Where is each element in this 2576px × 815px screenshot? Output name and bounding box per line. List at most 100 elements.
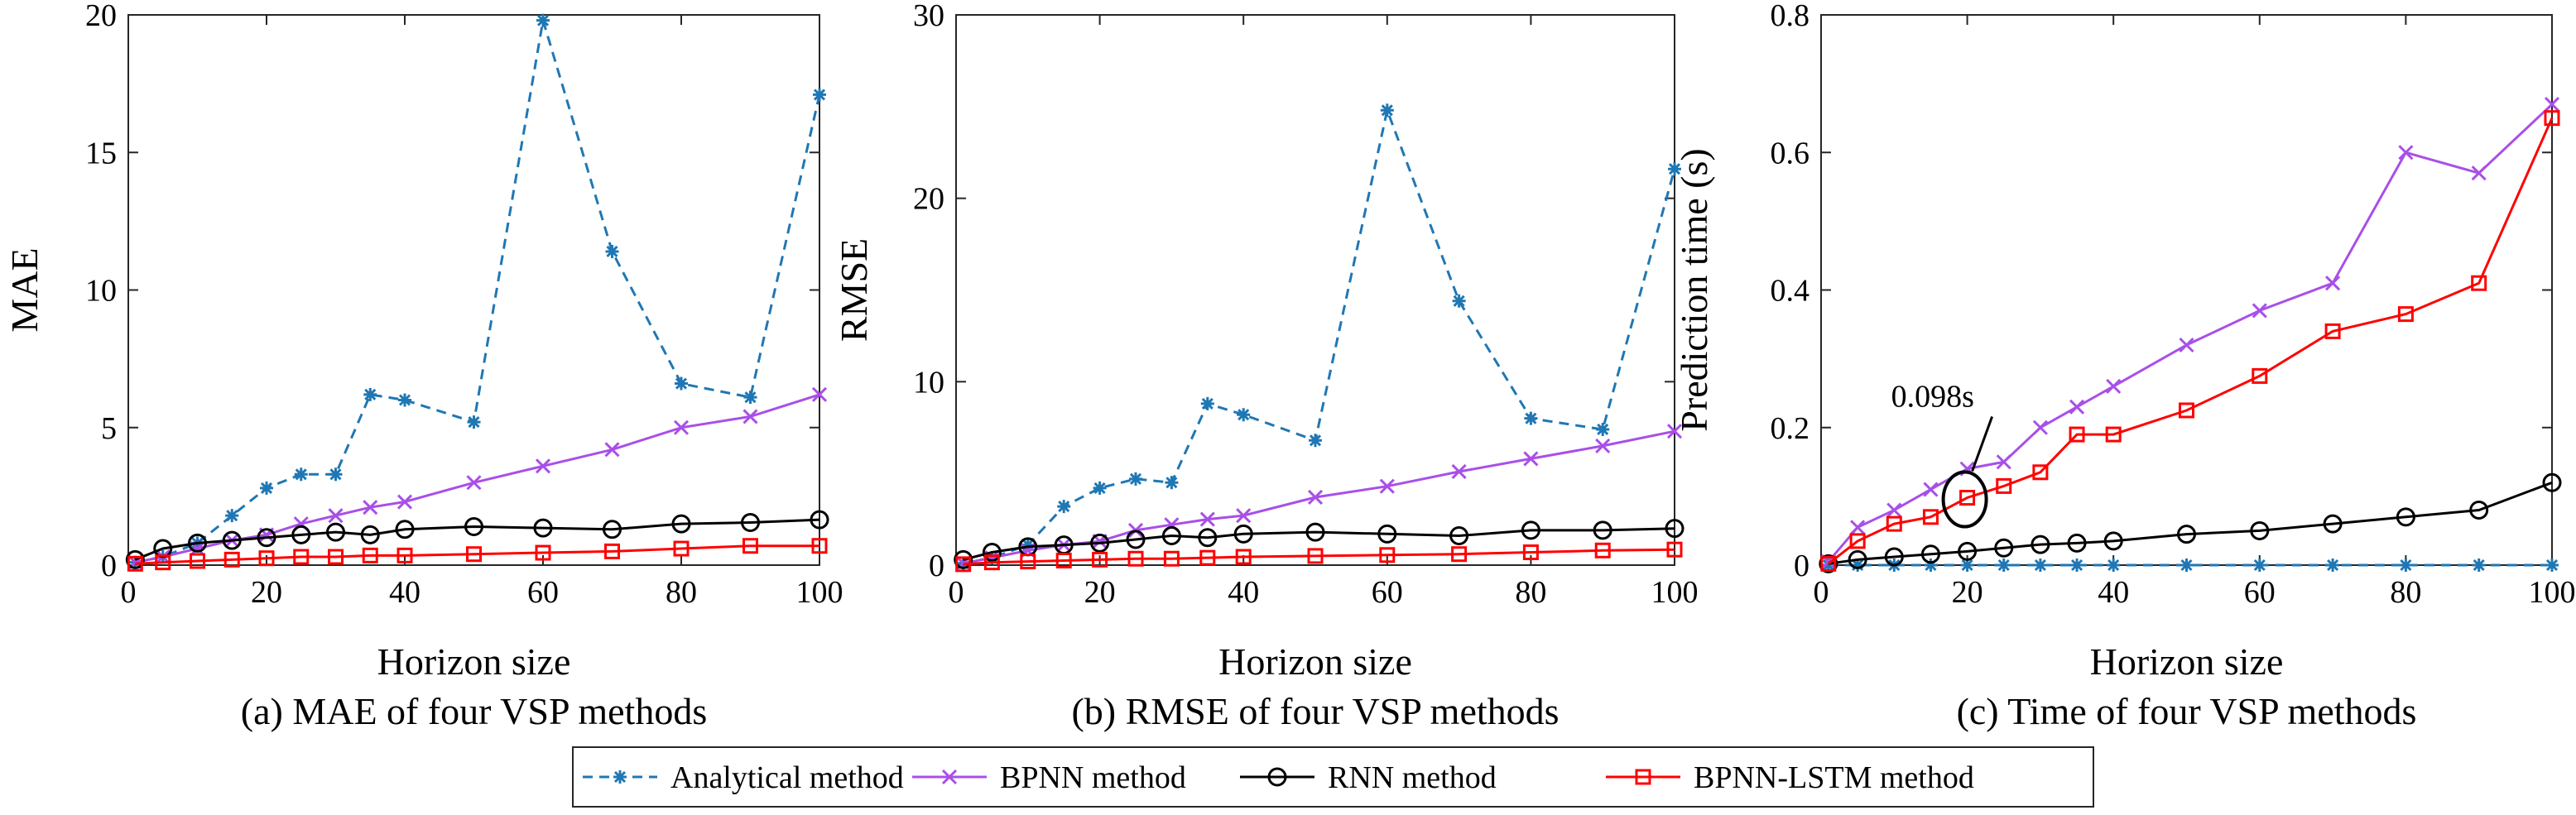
- time-series-0: [1821, 559, 2559, 572]
- time-data-point: [2545, 559, 2559, 572]
- time-x-tick-label: 60: [2244, 575, 2276, 610]
- mae-data-point: [294, 467, 308, 482]
- time-series-3: [1820, 110, 2560, 572]
- rmse-data-point: [1126, 530, 1146, 549]
- mae-data-point: [811, 386, 828, 402]
- time-data-point: [2070, 559, 2084, 572]
- time-data-point: [2107, 559, 2121, 572]
- legend-marker: [1267, 767, 1287, 787]
- rmse-data-point: [1596, 422, 1610, 436]
- rmse-data-point: [1666, 424, 1683, 439]
- legend-item-3: BPNN-LSTM method: [1606, 760, 1974, 795]
- rmse-data-point: [1020, 554, 1036, 570]
- time-data-point: [2542, 472, 2562, 492]
- time-data-point: [2031, 535, 2050, 554]
- time-data-point: [2252, 367, 2268, 384]
- time-data-point: [2544, 110, 2560, 127]
- rmse-data-point: [1200, 396, 1214, 410]
- rmse-data-point: [1451, 463, 1467, 480]
- time-data-point: [1924, 559, 1938, 572]
- time-data-point: [2325, 276, 2341, 291]
- mae-data-point: [395, 520, 415, 539]
- time-data-point: [2180, 559, 2194, 572]
- legend-label: BPNN-LSTM method: [1694, 760, 1974, 795]
- mae-data-point: [466, 475, 482, 491]
- rmse-data-point: [1522, 544, 1539, 560]
- mae-data-point: [675, 376, 688, 391]
- time-data-point: [2398, 145, 2414, 161]
- mae-x-tick-label: 100: [796, 575, 843, 610]
- mae-series-3: [127, 538, 828, 572]
- time-data-point: [2177, 525, 2196, 544]
- time-caption: (c) Time of four VSP methods: [1957, 690, 2417, 732]
- rmse-data-point: [1521, 520, 1540, 540]
- time-data-point: [1850, 520, 1866, 535]
- time-data-point: [2397, 306, 2414, 323]
- mae-data-point: [535, 458, 551, 474]
- mae-data-point: [743, 538, 758, 554]
- mae-y-tick-label: 20: [85, 0, 117, 33]
- mae-data-point: [813, 88, 826, 102]
- legend-label: BPNN method: [1000, 760, 1186, 795]
- time-data-point: [1848, 549, 1867, 569]
- mae-data-point: [603, 520, 622, 539]
- rmse-series-line: [963, 548, 1675, 566]
- time-data-point: [2069, 399, 2085, 415]
- rmse-data-point: [1093, 481, 1107, 495]
- time-data-point: [2399, 559, 2413, 572]
- mae-data-point: [328, 549, 344, 565]
- rmse-y-tick-label: 30: [913, 0, 944, 33]
- mae-data-point: [811, 538, 828, 554]
- time-y-axis-label: Prediction time (s): [1673, 148, 1715, 431]
- legend-label: RNN method: [1328, 760, 1497, 795]
- time-data-point: [1884, 547, 1904, 567]
- mae-y-axis-label: MAE: [3, 247, 46, 332]
- rmse-data-point: [1451, 546, 1468, 563]
- rmse-x-tick-label: 40: [1228, 575, 1259, 610]
- time-y-tick-label: 0.8: [1771, 0, 1810, 33]
- mae-data-point: [604, 543, 620, 559]
- time-data-point: [2032, 419, 2048, 435]
- mae-data-point: [291, 525, 311, 544]
- time-data-point: [1923, 482, 1939, 497]
- rmse-data-point: [1057, 500, 1071, 514]
- mae-data-point: [604, 442, 620, 458]
- time-x-axis-label: Horizon size: [2090, 640, 2284, 683]
- mae-y-tick-label: 0: [101, 549, 117, 583]
- time-data-point: [1886, 502, 1902, 518]
- rmse-data-point: [954, 549, 973, 569]
- mae-data-point: [190, 553, 205, 569]
- legend-marker: [613, 770, 627, 784]
- time-data-point: [2103, 531, 2123, 551]
- mae-series-line: [135, 20, 821, 564]
- mae-data-point: [260, 481, 273, 495]
- panel-mae: 0 20 40 60 80 100 0 5 10 15 20 Horizon size MAE (a) M…: [3, 0, 843, 732]
- mae-data-point: [329, 467, 343, 482]
- rmse-data-point: [1307, 489, 1324, 506]
- rmse-data-point: [1524, 411, 1538, 425]
- time-data-point: [1959, 490, 1976, 506]
- mae-series-line: [135, 544, 819, 565]
- time-data-point: [1851, 559, 1865, 572]
- time-data-point: [2326, 559, 2340, 572]
- mae-data-point: [222, 530, 242, 550]
- rmse-data-point: [1309, 434, 1322, 448]
- mae-data-point: [363, 500, 378, 515]
- rmse-data-point: [1233, 524, 1253, 544]
- time-data-point: [1821, 559, 1835, 572]
- mae-data-point: [535, 544, 551, 561]
- time-series-line: [1827, 103, 2554, 563]
- rmse-series-line: [963, 527, 1675, 561]
- rmse-x-axis-label: Horizon size: [1218, 640, 1412, 683]
- legend-marker: [941, 769, 958, 785]
- time-series-2: [1819, 472, 2562, 573]
- time-x-tick-label: 40: [2098, 575, 2129, 610]
- time-data-point: [2179, 337, 2194, 353]
- time-y-tick-label: 0.6: [1771, 136, 1810, 170]
- rmse-y-tick-label: 0: [929, 549, 944, 583]
- time-data-point: [2544, 97, 2560, 113]
- rmse-x-tick-label: 100: [1651, 575, 1699, 610]
- mae-data-point: [293, 549, 310, 565]
- time-series-1: [1820, 97, 2560, 569]
